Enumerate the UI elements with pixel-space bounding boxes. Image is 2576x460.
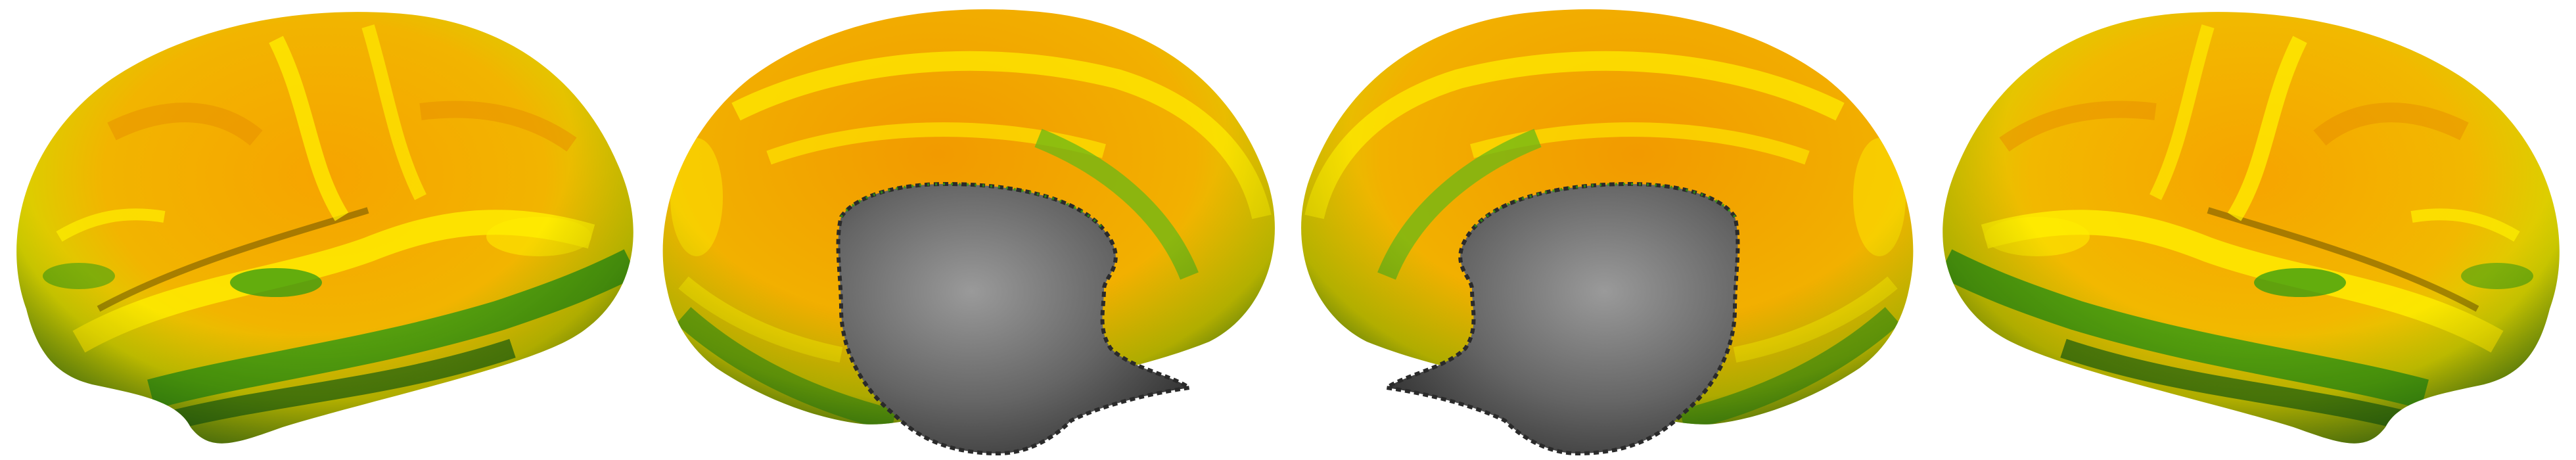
left-hemisphere-lateral-view: [0, 0, 644, 460]
right-medial-surface: [1301, 9, 1914, 456]
left-hemisphere-medial-view: [644, 0, 1288, 460]
right-hemisphere-medial-view: [1288, 0, 1932, 460]
left-medial-surface: [662, 9, 1275, 456]
left-lateral-surface: [16, 12, 633, 444]
right-lateral-surface: [1943, 12, 2560, 444]
right-hemisphere-lateral-view: [1932, 0, 2576, 460]
